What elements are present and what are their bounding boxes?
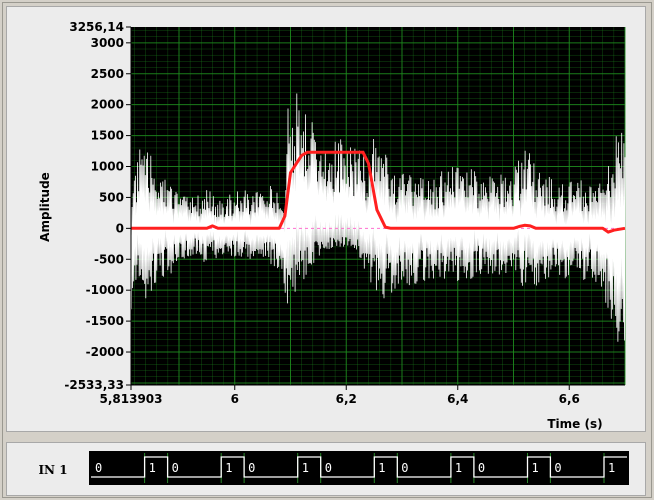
digital-bit-label: 1 bbox=[532, 461, 539, 475]
digital-channel-label: IN 1 bbox=[38, 463, 67, 477]
digital-bit-label: 1 bbox=[149, 461, 156, 475]
digital-bit-label: 0 bbox=[95, 461, 102, 475]
x-tick-label: 6,4 bbox=[447, 392, 468, 406]
y-tick-label: -1500 bbox=[86, 314, 124, 328]
y-tick-label: -500 bbox=[94, 252, 124, 266]
waveform-graph-panel: 3256,14 3000 2500 2000 1500 1000 500 0 -500 -1000… bbox=[6, 6, 646, 432]
digital-bit-label: 0 bbox=[248, 461, 255, 475]
digital-bit-label: 1 bbox=[455, 461, 462, 475]
y-tick-label: 3000 bbox=[91, 36, 124, 50]
y-axis: 3256,14 3000 2500 2000 1500 1000 500 0 -500 -1000… bbox=[64, 20, 132, 392]
y-tick-label: -2533,33 bbox=[64, 378, 124, 392]
digital-plot-area bbox=[89, 451, 629, 485]
digital-waveform[interactable]: IN 1 0 1 0 1 0 1 0 1 0 1 0 1 0 1 bbox=[7, 443, 645, 495]
y-tick-label: 1000 bbox=[91, 160, 124, 174]
x-axis: 5,813903 6 6,2 6,4 6,6 bbox=[99, 384, 625, 406]
y-tick-label: 2500 bbox=[91, 67, 124, 81]
series-group bbox=[130, 93, 626, 342]
x-tick-label: 5,813903 bbox=[99, 392, 162, 406]
series-envelope-line bbox=[130, 150, 626, 234]
digital-trace: 0 1 0 1 0 1 0 1 0 1 0 1 0 1 bbox=[91, 453, 627, 483]
y-tick-label: 500 bbox=[99, 190, 124, 204]
digital-display-panel: IN 1 0 1 0 1 0 1 0 1 0 1 0 1 0 1 bbox=[6, 442, 646, 496]
digital-bit-label: 0 bbox=[172, 461, 179, 475]
y-tick-label: -2000 bbox=[86, 345, 124, 359]
x-tick-label: 6 bbox=[231, 392, 239, 406]
series-signal-line bbox=[130, 93, 626, 342]
digital-bit-label: 1 bbox=[225, 461, 232, 475]
y-tick-label: 1500 bbox=[91, 129, 124, 143]
y-axis-label: Amplitude bbox=[38, 172, 52, 242]
digital-signal-line bbox=[91, 456, 627, 478]
waveform-graph[interactable]: 3256,14 3000 2500 2000 1500 1000 500 0 -500 -1000… bbox=[7, 7, 645, 431]
y-tick-label: 2000 bbox=[91, 98, 124, 112]
digital-bit-label: 0 bbox=[554, 461, 561, 475]
y-tick-label: -1000 bbox=[86, 283, 124, 297]
digital-bit-label: 1 bbox=[378, 461, 385, 475]
digital-bit-label: 0 bbox=[478, 461, 485, 475]
digital-bit-label: 1 bbox=[302, 461, 309, 475]
digital-bit-label: 0 bbox=[325, 461, 332, 475]
x-tick-label: 6,6 bbox=[559, 392, 580, 406]
x-axis-label: Time (s) bbox=[547, 417, 602, 431]
x-tick-label: 6,2 bbox=[336, 392, 357, 406]
y-tick-label: 0 bbox=[116, 221, 124, 235]
y-tick-label: 3256,14 bbox=[69, 20, 124, 34]
digital-bit-label: 1 bbox=[608, 461, 615, 475]
digital-bit-label: 0 bbox=[401, 461, 408, 475]
